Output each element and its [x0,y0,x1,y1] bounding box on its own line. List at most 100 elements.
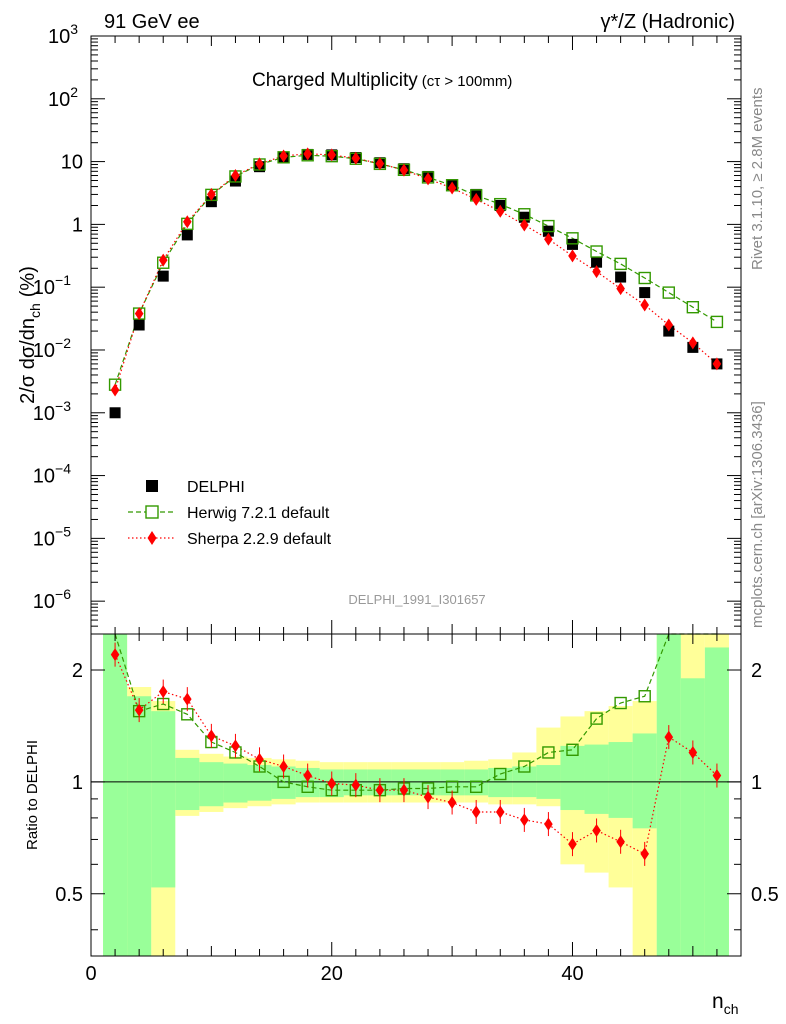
ratio-frame [90,633,742,957]
sherpa-ratio-point [182,692,192,706]
delphi-point [181,229,193,241]
sherpa-ratio-point [447,796,457,810]
sherpa-ratio-point [134,703,144,717]
sherpa-ratio-point [568,837,577,851]
sherpa-ratio-point [110,648,120,662]
herwig-point [686,301,700,314]
ratio-ytick-label: 2 [72,660,83,682]
sherpa-point [207,187,216,201]
sherpa-point [351,151,361,165]
herwig-ratio-point [590,712,603,725]
top-ytick-label: 10−3 [33,398,71,425]
herwig-ratio-point [469,780,483,794]
sherpa-ratio-point [520,813,529,827]
sherpa-point [279,149,288,163]
sherpa-point [399,163,409,177]
sherpa-ratio-point [495,805,505,819]
legend-herwig-marker [145,505,159,519]
herwig-point [518,208,531,221]
ratio-band-inner [560,745,585,811]
top-ylabel-unit: (%) [17,266,39,297]
herwig-point [542,219,555,233]
ratio-band-inner [175,757,200,811]
legend-sherpa-label: Sherpa 2.2.9 default [187,531,332,548]
xtick-label: 20 [321,963,343,985]
sherpa-ratio-point [375,783,385,797]
sherpa-ratio-point [255,752,264,766]
top-series-line [114,153,718,391]
delphi-point [133,319,145,331]
delphi-point [639,287,651,299]
top-ytick-label: 10−4 [33,461,71,488]
ratio-band-inner [680,678,705,956]
herwig-point [662,286,675,299]
process-label: γ*/Z (Hadronic) [601,11,735,33]
sherpa-point [712,357,722,371]
delphi-point [591,256,603,268]
sherpa-point [616,282,625,296]
energy-label: 91 GeV ee [104,11,200,33]
sherpa-point [495,204,505,218]
xtick-label: 0 [85,963,96,985]
sherpa-ratio-point [592,823,601,837]
sherpa-ratio-point [423,790,433,804]
ratio-ylabel: Ratio to DELPHI [24,740,41,850]
sherpa-point [231,169,240,183]
sherpa-ratio-point [616,835,625,849]
sherpa-point [568,249,577,263]
sherpa-point [688,336,698,350]
top-ylabel: 2/σ dσ/dnch (%) [17,266,43,404]
ratio-series-line [114,633,717,791]
legend-sherpa-marker [147,531,157,545]
herwig-ratio-point [518,760,531,773]
chart-title: Charged Multiplicity (cτ > 100mm) [252,70,512,91]
herwig-ratio-point [614,696,627,710]
analysis-id: DELPHI_1991_I301657 [348,592,485,607]
sherpa-ratio-point [351,778,361,792]
ratio-panel: 0.5 0.51 12 20 20 40 [55,633,779,985]
ratio-ytick-label-right: 2 [751,660,762,682]
ratio-data-layer [110,633,722,866]
top-ytick-label: 10−1 [33,272,71,299]
ratio-ytick-label-right: 1 [751,772,762,794]
top-data-layer [108,147,724,419]
herwig-point [566,232,579,245]
ratio-ytick-label-right: 0.5 [751,884,779,906]
sherpa-point [544,232,553,246]
herwig-ratio-point [494,767,507,781]
sherpa-ratio-point [544,817,553,831]
herwig-point [638,271,651,285]
chart-title-main: Charged Multiplicity [252,70,418,91]
delphi-point [109,407,121,419]
sherpa-point [447,181,457,195]
top-ytick-label: 102 [48,84,78,111]
ratio-band-inner [488,767,513,798]
herwig-point [590,245,603,258]
sherpa-ratio-point [471,805,481,819]
sherpa-point [134,307,144,321]
top-ytick-label: 103 [48,21,78,48]
ratio-band-inner [704,647,729,956]
sherpa-ratio-point [664,730,674,744]
top-ylabel-main: 2/σ dσ/dn [17,318,39,404]
sherpa-point [110,383,120,397]
ratio-band-inner [632,733,657,829]
mcplots-label: mcplots.cern.ch [arXiv:1306.3436] [749,401,766,628]
top-ytick-label: 10−5 [33,523,71,550]
sherpa-point [158,253,168,267]
x-axis-label-sub: ch [724,1001,739,1017]
sherpa-ratio-point [399,783,409,797]
ratio-band-inner [127,696,152,956]
herwig-ratio-point [542,746,555,759]
legend-herwig-label: Herwig 7.2.1 default [187,505,330,522]
delphi-point [157,270,169,282]
ratio-band-inner [464,769,489,796]
ratio-band-inner [103,634,128,956]
xtick-label: 40 [561,963,583,985]
sherpa-ratio-point [158,685,168,699]
sherpa-ratio-point [303,769,312,783]
ratio-ytick-label: 1 [72,772,83,794]
delphi-point [615,271,627,283]
ratio-band-inner [199,762,224,807]
